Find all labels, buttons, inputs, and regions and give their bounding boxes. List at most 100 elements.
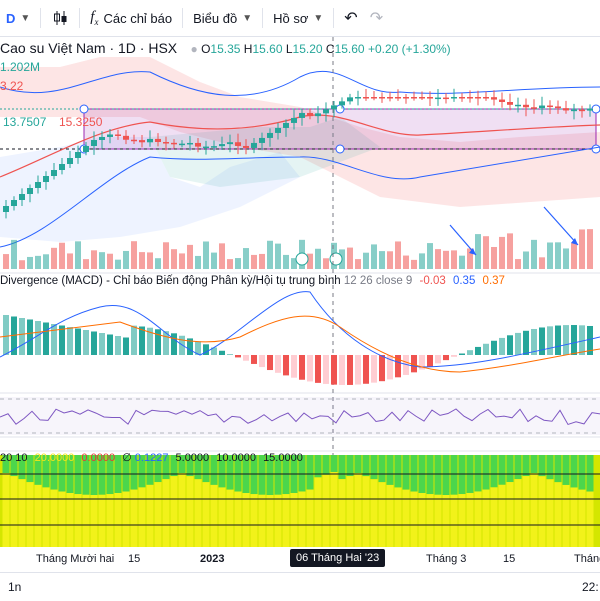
bottom-value-2: 0.0000 xyxy=(81,452,116,464)
macd-histogram-bar xyxy=(203,344,209,355)
range-button[interactable]: 1n xyxy=(8,580,22,594)
candle-body xyxy=(443,97,449,100)
redo-button[interactable]: ↷ xyxy=(364,0,389,36)
chart-type-button[interactable]: Biểu đồ ▼ xyxy=(187,0,258,36)
macd-histogram-bar xyxy=(163,331,169,355)
indicator-yellow-bar xyxy=(178,473,186,547)
volume-bar xyxy=(35,255,41,269)
candle-body xyxy=(123,135,129,140)
volume-bar xyxy=(307,253,313,269)
volume-bar xyxy=(251,254,257,269)
indicator-yellow-bar xyxy=(346,476,354,547)
indicator-green-bar xyxy=(146,455,154,485)
undo-icon: ↶ xyxy=(344,10,358,27)
macd-histogram-bar xyxy=(547,326,553,355)
volume-bar xyxy=(515,259,521,269)
indicator-green-bar xyxy=(410,455,418,492)
macd-histogram-bar xyxy=(227,354,233,355)
indicator-yellow-bar xyxy=(538,476,546,547)
volume-bar xyxy=(83,259,89,269)
time-label: 2023 xyxy=(200,553,225,565)
volume-bar xyxy=(171,249,177,269)
macd-histogram-bar xyxy=(579,325,585,355)
green-cloud xyxy=(150,117,380,187)
indicator-yellow-bar xyxy=(34,484,42,547)
volume-bar xyxy=(427,243,433,269)
timeframe-selector[interactable]: D ▼ xyxy=(0,0,36,36)
upper-band-line xyxy=(0,71,600,96)
candle-body xyxy=(139,140,145,143)
profile-label: Hồ sơ xyxy=(273,10,309,26)
toolbar-divider xyxy=(333,8,335,28)
macd-histogram-bar xyxy=(587,325,593,355)
indicator-green-bar xyxy=(450,455,458,495)
indicator-yellow-bar xyxy=(26,482,34,547)
bottom-value-1: 20.0000 xyxy=(34,452,75,464)
macd-histogram-bar xyxy=(531,328,537,355)
chart-type-label: Biểu đồ xyxy=(193,10,238,26)
indicator-green-bar xyxy=(50,455,58,490)
bottom-params: 20 10 xyxy=(0,452,28,464)
volume-bar xyxy=(59,242,65,269)
candle-body xyxy=(315,113,321,117)
indicator-green-bar xyxy=(194,455,202,480)
volume-bar xyxy=(139,252,145,269)
macd-histogram-bar xyxy=(419,355,425,370)
chevron-down-icon: ▼ xyxy=(313,12,324,24)
macd-histogram-bar xyxy=(291,355,297,378)
volume-bar xyxy=(491,246,497,269)
indicator-yellow-bar xyxy=(498,484,506,547)
candle-body xyxy=(83,146,89,152)
macd-title: Divergence (MACD) - Chỉ báo Biến động Ph… xyxy=(0,275,341,287)
volume-bar xyxy=(227,259,233,269)
macd-signal-value: 0.37 xyxy=(482,275,505,287)
candle-body xyxy=(435,97,441,100)
timeframe-label: D xyxy=(6,10,16,26)
macd-histogram-bar xyxy=(371,355,377,383)
macd-histogram-bar xyxy=(347,355,353,385)
indicator-green-bar xyxy=(2,455,10,473)
indicators-button[interactable]: fx Các chỉ báo xyxy=(84,0,178,36)
rsi-line xyxy=(0,408,600,426)
candle-body xyxy=(555,106,561,109)
symbol-title: Cao su Việt Nam · 1D · HSX xyxy=(0,40,178,56)
indicator-green-bar xyxy=(90,455,98,495)
indicator-yellow-bar xyxy=(18,479,26,547)
indicator-green-bar xyxy=(514,455,522,480)
volume-bar xyxy=(547,242,553,269)
candles-button[interactable] xyxy=(45,0,75,36)
time-axis[interactable]: Tháng Mười hai 15 2023 5 Tháng 3 15 Thán… xyxy=(0,548,600,570)
macd-histogram-bar xyxy=(467,350,473,355)
volume-bar xyxy=(539,257,545,269)
macd-histogram-bar xyxy=(323,355,329,384)
redo-icon: ↷ xyxy=(369,10,384,27)
chart-area[interactable]: Cao su Việt Nam · 1D · HSX ● O15.35 H15.… xyxy=(0,37,600,547)
indicator-green-bar xyxy=(274,455,282,495)
volume-bar xyxy=(571,242,577,269)
drawing-handle xyxy=(79,104,89,114)
indicator-yellow-bar xyxy=(218,487,226,547)
open-value: 15.35 xyxy=(210,42,241,56)
indicator-yellow-bar xyxy=(90,495,98,547)
profile-button[interactable]: Hồ sơ ▼ xyxy=(267,0,329,36)
volume-bar xyxy=(131,241,137,269)
indicator-yellow-bar xyxy=(322,474,330,547)
indicator-yellow-bar xyxy=(266,494,274,547)
indicator-yellow-bar xyxy=(282,494,290,547)
crosshair-date-label: 06 Tháng Hai '23 xyxy=(290,549,386,567)
candle-body xyxy=(51,170,57,176)
indicator-yellow-bar xyxy=(546,479,554,547)
candle-body xyxy=(227,142,233,145)
volume-bar xyxy=(475,234,481,269)
macd-histogram-bar xyxy=(299,355,305,380)
indicator-green-bar xyxy=(82,455,90,495)
chart-canvas[interactable] xyxy=(0,37,600,547)
indicator-yellow-bar xyxy=(66,493,74,547)
indicator-green-bar xyxy=(538,455,546,477)
indicator-yellow-bar xyxy=(162,479,170,547)
volume-bar xyxy=(259,253,265,269)
macd-histogram-bar xyxy=(243,355,249,361)
indicator-yellow-bar xyxy=(570,487,578,547)
candle-body xyxy=(419,97,425,99)
undo-button[interactable]: ↶ xyxy=(338,0,363,36)
